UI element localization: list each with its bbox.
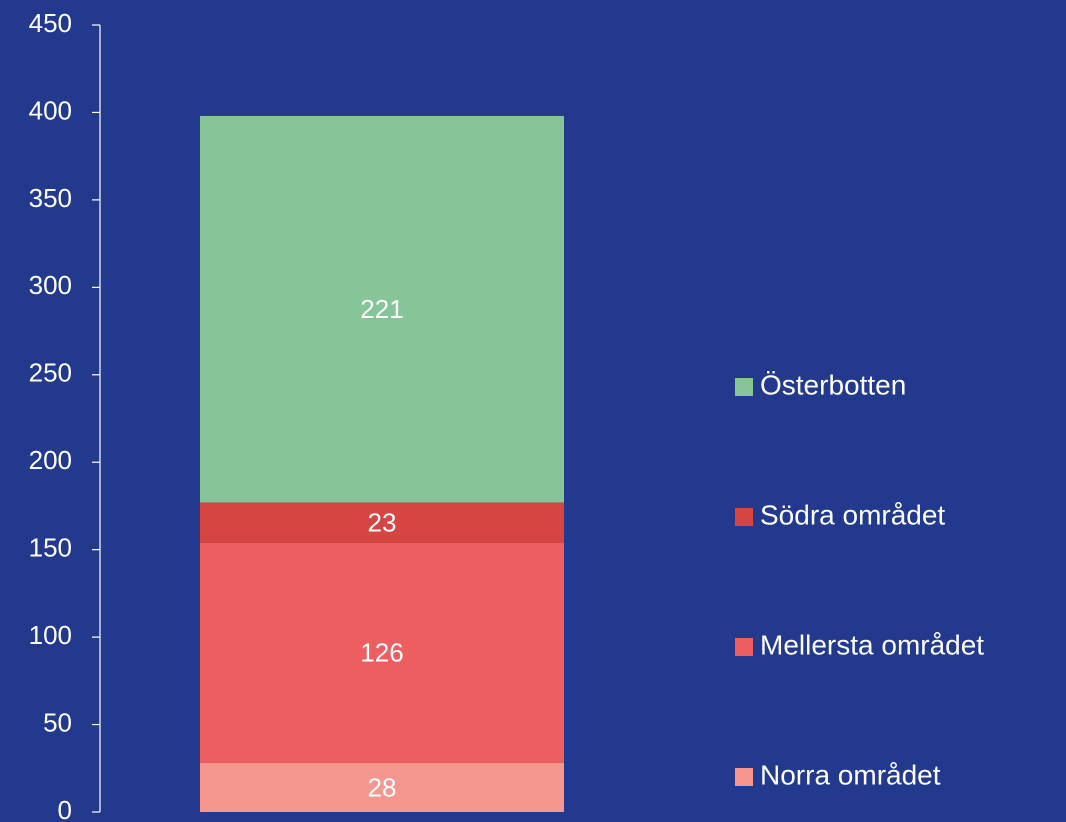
y-tick-label: 350 [29, 183, 72, 213]
y-tick-label: 250 [29, 358, 72, 388]
data-label: 28 [368, 772, 397, 802]
y-tick-label: 0 [58, 795, 72, 822]
legend-label: Norra området [760, 759, 941, 790]
y-tick-label: 450 [29, 8, 72, 38]
bar-segment [200, 542, 564, 764]
legend-swatch [735, 508, 753, 526]
y-tick-label: 150 [29, 533, 72, 563]
y-tick-label: 200 [29, 445, 72, 475]
legend-swatch [735, 638, 753, 656]
legend-swatch [735, 768, 753, 786]
bar-segment [200, 115, 564, 503]
data-label: 126 [360, 638, 403, 668]
y-tick-label: 300 [29, 270, 72, 300]
legend-label: Mellersta området [760, 629, 984, 660]
legend-swatch [735, 378, 753, 396]
data-label: 23 [368, 507, 397, 537]
y-tick-label: 100 [29, 620, 72, 650]
legend-label: Södra området [760, 499, 945, 530]
data-label: 221 [360, 294, 403, 324]
bar-segment [200, 763, 564, 812]
bar-segment [200, 502, 564, 543]
y-tick-label: 50 [43, 707, 72, 737]
legend-label: Österbotten [760, 369, 906, 400]
y-tick-label: 400 [29, 95, 72, 125]
